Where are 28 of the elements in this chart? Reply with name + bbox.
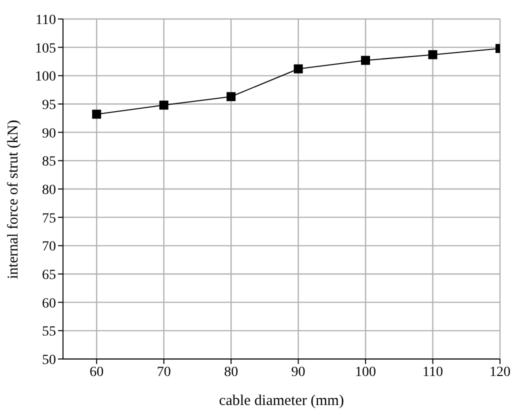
x-tick-label: 90: [291, 364, 306, 380]
y-tick-label: 110: [36, 12, 56, 28]
x-tick-label: 80: [224, 364, 238, 380]
x-tick-label: 70: [156, 364, 171, 380]
x-axis-title: cable diameter (mm): [219, 393, 344, 409]
y-tick-label: 95: [42, 98, 56, 113]
y-tick-label: 60: [42, 296, 56, 312]
y-tick-label: 50: [42, 352, 56, 368]
x-tick-label: 100: [355, 364, 376, 380]
x-tick-label: 110: [422, 364, 444, 380]
point: [226, 92, 236, 102]
point: [159, 100, 168, 110]
y-tick-label: 70: [42, 240, 56, 255]
y-tick-label: 100: [35, 70, 56, 85]
y-tick-label: 75: [42, 211, 56, 226]
y-tick-label: 90: [42, 126, 56, 142]
point: [294, 64, 303, 74]
y-tick-label: 80: [42, 182, 56, 198]
y-tick-label: 85: [42, 154, 56, 170]
point: [428, 50, 438, 60]
y-tick-label: 65: [42, 268, 56, 283]
point: [361, 56, 370, 65]
x-tick-label: 120: [490, 364, 510, 380]
y-axis-title: internal force of strut (kN): [5, 120, 22, 279]
point: [92, 110, 102, 119]
x-tick-label: 60: [90, 364, 104, 380]
y-tick-label: 55: [42, 324, 56, 340]
y-tick-label: 105: [35, 41, 56, 56]
